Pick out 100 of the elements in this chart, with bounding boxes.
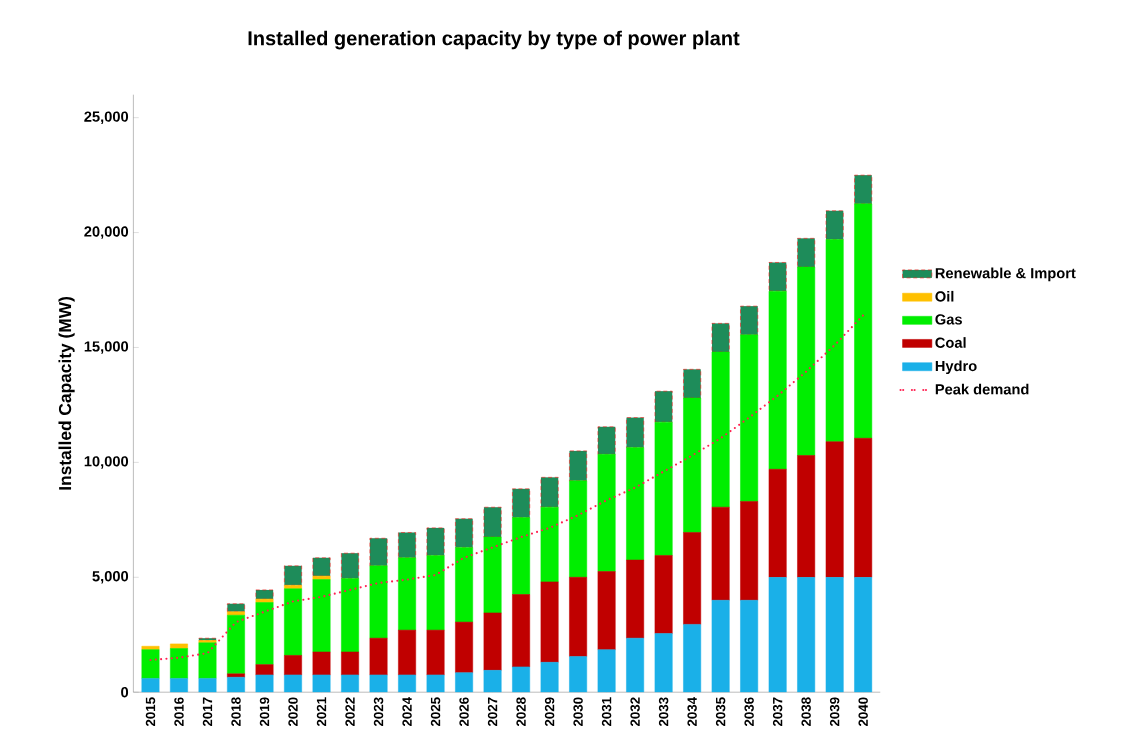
x-tick-label: 2037 — [772, 697, 783, 727]
bar — [654, 555, 673, 635]
x-tick-label: 2016 — [174, 697, 184, 727]
bar — [284, 655, 302, 676]
line-series — [149, 314, 865, 662]
x-tick-label: 2038 — [801, 697, 811, 727]
x-tick-label: 2028 — [516, 697, 526, 727]
x-tick-label: 2018 — [231, 697, 241, 727]
bar — [426, 527, 445, 556]
bar — [768, 469, 787, 578]
x-tick-label: 2026 — [459, 697, 469, 727]
y-tick-label: 20,000 — [84, 226, 129, 240]
bar — [626, 417, 645, 448]
bar — [312, 651, 331, 676]
bar — [198, 678, 217, 693]
x-tick-label: 2030 — [573, 697, 583, 727]
x-tick-label: 2019 — [259, 697, 270, 727]
bar — [825, 577, 844, 693]
y-axis-title: Installed Capacity (MW) — [58, 297, 75, 490]
bar — [312, 557, 331, 577]
bar — [255, 599, 274, 604]
bar — [369, 538, 388, 567]
bar — [825, 210, 844, 240]
x-tick-label: 2023 — [373, 697, 384, 727]
bar — [797, 238, 816, 268]
bar — [284, 588, 302, 656]
bar — [255, 602, 274, 666]
x-tick-label: 2035 — [715, 697, 726, 727]
bar — [512, 488, 531, 519]
bar — [569, 450, 588, 482]
bar — [569, 480, 588, 578]
bar — [455, 518, 473, 548]
bar — [597, 649, 616, 693]
bar — [255, 674, 274, 693]
bar — [483, 612, 502, 671]
x-tick-label: 2022 — [345, 697, 355, 727]
x-tick-label: 2032 — [630, 697, 640, 727]
x-tick-label: 2024 — [402, 697, 412, 727]
x-tick-label: 2017 — [202, 697, 213, 727]
bar — [797, 455, 816, 578]
bar — [426, 555, 445, 631]
bar — [540, 507, 559, 583]
bar — [597, 426, 616, 455]
bar — [825, 239, 844, 443]
bar — [398, 557, 416, 631]
bar — [369, 638, 388, 676]
bar — [369, 565, 388, 639]
bar — [597, 454, 616, 573]
legend-label: Hydro — [935, 360, 977, 375]
bar — [597, 571, 616, 651]
x-tick-label: 2031 — [601, 697, 612, 727]
bar — [626, 638, 645, 693]
bar — [341, 553, 359, 579]
bar — [455, 547, 473, 623]
bar — [740, 600, 759, 693]
bar — [227, 603, 245, 613]
bar — [683, 624, 702, 693]
bar — [654, 422, 673, 556]
bar — [711, 507, 730, 601]
legend-label: Peak demand — [935, 383, 1029, 395]
bar — [141, 649, 160, 679]
bar — [483, 507, 502, 538]
bar — [512, 517, 531, 596]
x-tick-label: 2015 — [145, 697, 156, 727]
bar — [768, 577, 787, 693]
bar — [854, 438, 873, 578]
y-tick-label: 15,000 — [84, 341, 129, 354]
bar — [683, 532, 702, 625]
chart-title: Installed generation capacity by type of power plant — [248, 30, 740, 50]
bar — [540, 662, 559, 693]
bar — [711, 600, 730, 693]
bar — [654, 391, 673, 423]
bar — [227, 611, 245, 616]
bar — [227, 677, 245, 693]
bar — [284, 674, 302, 693]
bar — [740, 306, 759, 336]
bar — [797, 577, 816, 693]
bar — [768, 291, 787, 470]
bar — [540, 477, 559, 508]
bar — [312, 576, 331, 581]
bar — [255, 664, 274, 676]
bar — [227, 615, 245, 675]
x-tick-label: 2029 — [544, 697, 555, 727]
bar — [540, 581, 559, 663]
legend-label: Coal — [935, 337, 966, 349]
x-tick-label: 2040 — [858, 697, 868, 727]
bar — [170, 643, 188, 650]
bar — [141, 678, 160, 693]
bar — [569, 656, 588, 693]
bar — [683, 397, 702, 533]
bar — [398, 630, 416, 676]
bar — [398, 532, 416, 559]
bar — [255, 589, 274, 600]
x-tick-label: 2034 — [687, 697, 697, 727]
bar — [854, 203, 873, 439]
legend-label: Oil — [935, 291, 954, 302]
bar — [740, 334, 759, 502]
bar — [683, 369, 702, 399]
y-tick-label: 10,000 — [84, 456, 129, 469]
bar — [825, 441, 844, 578]
